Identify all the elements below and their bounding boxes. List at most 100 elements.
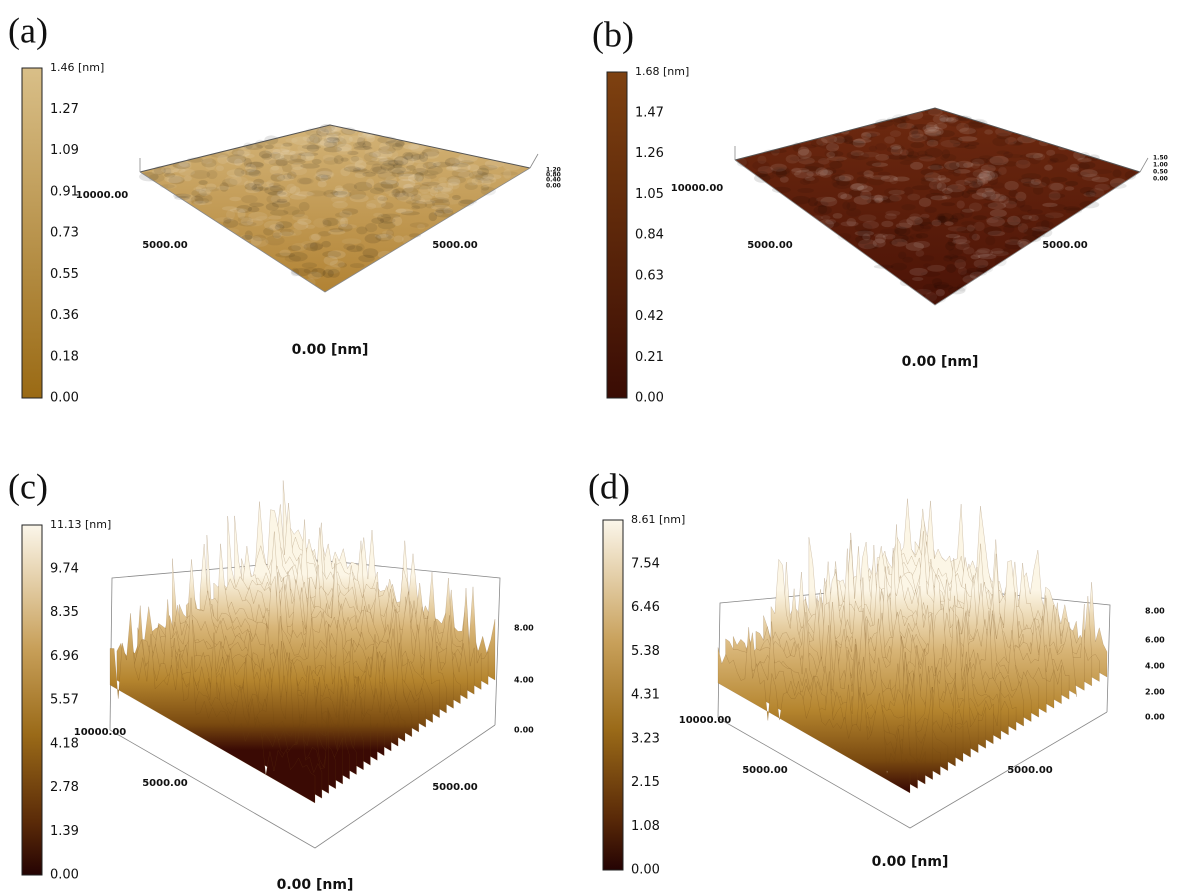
- surface-texture: [1077, 157, 1092, 163]
- surface-texture: [340, 217, 349, 228]
- surface-texture: [840, 193, 853, 200]
- surface-texture: [263, 220, 284, 230]
- surface-texture: [995, 126, 1013, 137]
- surface-texture: [419, 185, 431, 194]
- surface-texture: [1044, 164, 1053, 171]
- surface-texture: [919, 254, 935, 262]
- surface-texture: [451, 168, 471, 178]
- surface-texture: [856, 230, 871, 236]
- box-line: [109, 724, 496, 849]
- surface-texture: [944, 160, 960, 171]
- surface-texture: [402, 152, 414, 160]
- surface-texture: [970, 119, 986, 125]
- surface-texture: [329, 260, 345, 268]
- surface-texture: [798, 157, 815, 165]
- surface-texture: [948, 169, 962, 174]
- surface-texture: [356, 243, 365, 252]
- surface-texture: [899, 115, 911, 122]
- surface-texture: [219, 182, 229, 192]
- surface-texture: [970, 161, 981, 169]
- surface-texture: [275, 158, 289, 167]
- surface-texture: [819, 170, 832, 178]
- surface-texture: [382, 230, 393, 236]
- surface-texture: [336, 146, 352, 155]
- surface-texture: [243, 180, 255, 189]
- surface-texture: [357, 136, 366, 147]
- surface-texture: [280, 154, 294, 160]
- surface-texture: [970, 157, 989, 165]
- surface-texture: [471, 177, 484, 186]
- surface-texture: [944, 162, 961, 171]
- surface-texture: [362, 171, 376, 177]
- surface-texture: [882, 233, 896, 240]
- surface-texture: [335, 217, 349, 222]
- axis-label: 10000.00: [671, 183, 724, 194]
- surface-texture: [984, 187, 994, 193]
- surface-texture: [401, 187, 419, 197]
- surface-texture: [1004, 239, 1022, 246]
- surface-texture: [920, 213, 930, 219]
- surface-texture: [815, 196, 836, 203]
- surface-texture: [482, 174, 502, 180]
- surface-texture: [378, 146, 396, 155]
- colorbar-tick-label: 0.00: [50, 868, 79, 883]
- surface-texture: [244, 183, 258, 191]
- surface-texture: [191, 189, 207, 198]
- surface-texture: [946, 264, 957, 273]
- panel-label: (b): [592, 14, 634, 54]
- surface-texture: [289, 150, 306, 156]
- surface-texture: [194, 193, 213, 204]
- surface-texture: [305, 224, 316, 229]
- surface-texture: [276, 174, 295, 182]
- surface-texture: [411, 205, 421, 210]
- surface-texture: [886, 146, 899, 153]
- surface-texture: [408, 191, 422, 199]
- surface-texture: [319, 123, 335, 133]
- surface-texture: [309, 233, 320, 242]
- surface-texture: [436, 182, 454, 192]
- axis-label: 5000.00: [142, 240, 188, 251]
- surface-texture: [1004, 180, 1019, 191]
- surface-texture: [275, 221, 293, 229]
- surface-texture: [438, 177, 448, 183]
- surface-texture: [1007, 215, 1021, 226]
- surface-texture: [893, 176, 910, 182]
- surface-texture: [277, 190, 288, 197]
- surface-texture: [1048, 191, 1061, 201]
- surface-texture: [173, 193, 191, 199]
- surface-texture: [313, 174, 323, 179]
- surface-texture: [901, 203, 916, 211]
- surface-texture: [1019, 240, 1029, 250]
- surface-texture: [932, 114, 946, 124]
- surface-texture: [937, 212, 954, 222]
- surface-texture: [274, 143, 284, 148]
- surface-texture: [334, 190, 351, 198]
- surface-texture: [296, 191, 315, 197]
- surface-texture: [890, 144, 902, 150]
- surface-texture: [310, 233, 322, 241]
- surface-texture: [996, 132, 1011, 140]
- surface-texture: [266, 180, 275, 187]
- surface-texture: [1029, 181, 1047, 189]
- surface-texture: [962, 275, 978, 284]
- surface-texture: [424, 200, 435, 209]
- surface-texture: [503, 161, 521, 171]
- surface-texture: [371, 217, 385, 224]
- box-line: [734, 159, 1141, 306]
- surface-texture: [395, 208, 414, 214]
- surface-texture: [933, 284, 954, 290]
- surface-texture: [289, 186, 301, 196]
- surface-texture: [405, 199, 420, 205]
- surface-texture: [245, 168, 260, 177]
- surface-texture: [1050, 182, 1065, 192]
- surface-texture: [836, 158, 845, 163]
- surface-texture: [369, 152, 380, 157]
- surface-texture: [987, 175, 999, 186]
- surface-texture: [899, 154, 919, 161]
- surface-texture: [394, 157, 408, 165]
- surface-texture: [949, 136, 963, 145]
- surface-texture: [268, 182, 281, 188]
- surface-texture: [846, 218, 857, 227]
- surface-texture: [397, 170, 414, 177]
- surface-texture: [807, 197, 819, 207]
